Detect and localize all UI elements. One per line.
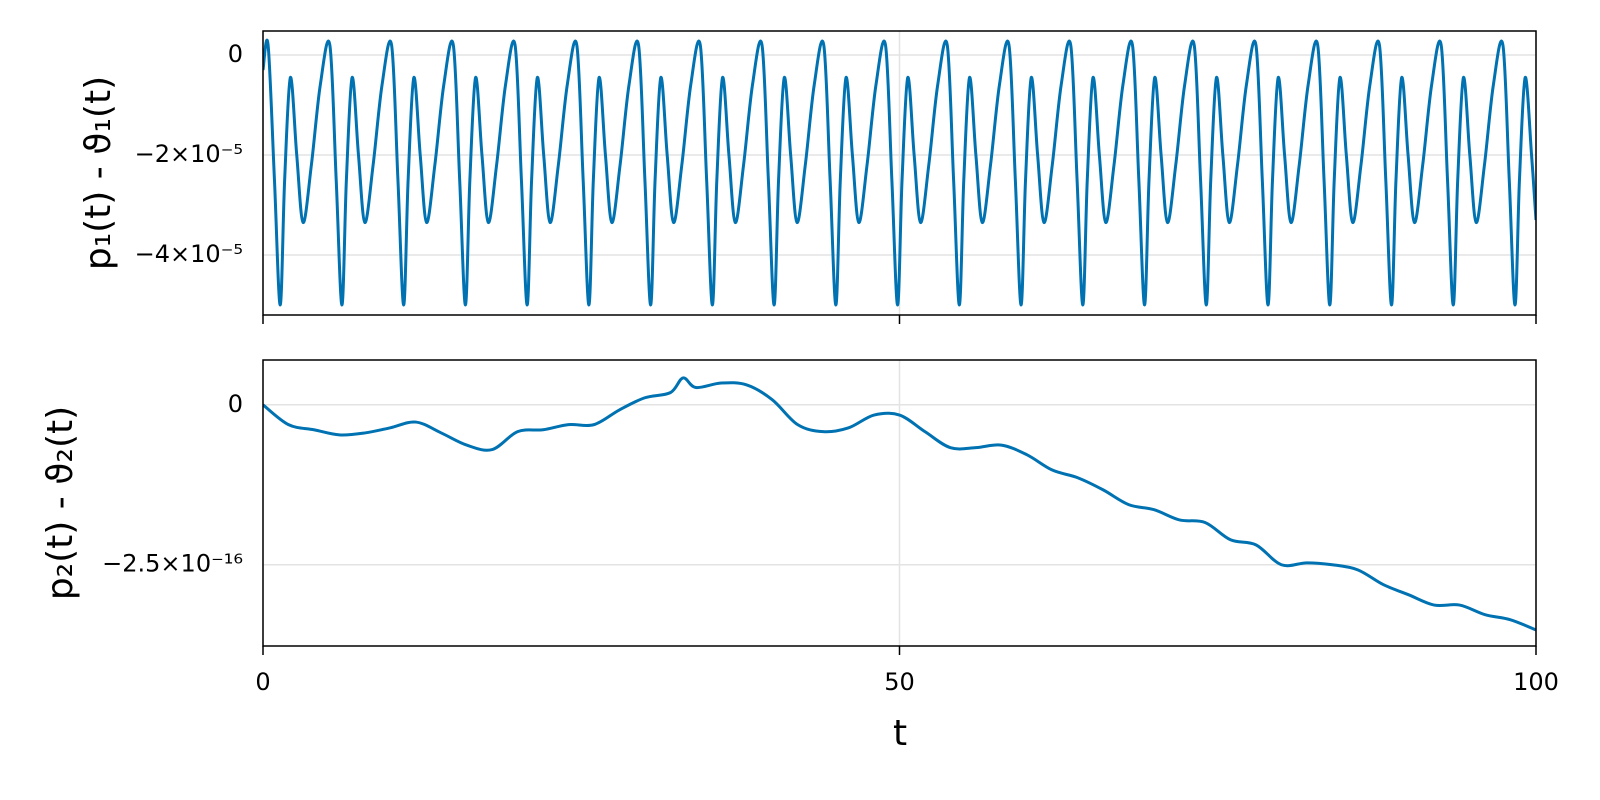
- data-line: [263, 376, 1536, 632]
- y-tick-label: 0: [228, 390, 243, 418]
- x-tick-label: 0: [255, 668, 270, 696]
- x-tick-label: 50: [884, 668, 915, 696]
- x-tick-label: 100: [1513, 668, 1559, 696]
- plot-frame: [262, 30, 1537, 316]
- y-tick-label: −2×10⁻⁵: [135, 140, 243, 168]
- y-axis-label: p₁(t) - ϑ₁(t): [78, 76, 119, 270]
- x-axis-label: t: [893, 713, 907, 754]
- y-axis-label: p₂(t) - ϑ₂(t): [40, 406, 81, 600]
- data-line: [263, 39, 1536, 307]
- y-tick-label: −2.5×10⁻¹⁶: [102, 550, 243, 578]
- y-tick-label: −4×10⁻⁵: [135, 240, 243, 268]
- y-tick-label: 0: [228, 40, 243, 68]
- plot-frame: [262, 359, 1537, 647]
